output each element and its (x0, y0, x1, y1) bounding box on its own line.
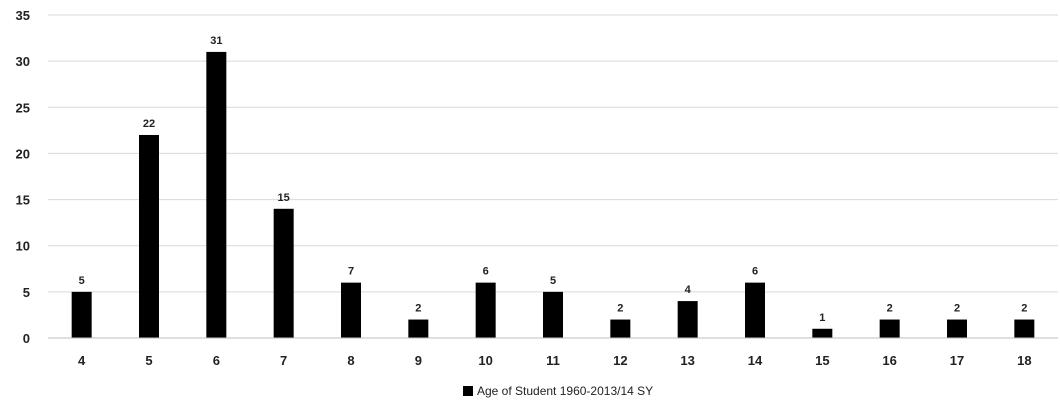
x-tick-label: 18 (1017, 353, 1031, 368)
data-label: 6 (752, 266, 758, 278)
data-label: 2 (887, 303, 893, 315)
x-tick-label: 14 (748, 353, 763, 368)
legend: Age of Student 1960-2013/14 SY (463, 384, 653, 398)
legend-swatch (463, 386, 473, 396)
data-label: 6 (483, 266, 489, 278)
y-tick-label: 35 (16, 8, 30, 23)
bar (273, 208, 294, 338)
data-label: 1 (819, 312, 825, 324)
x-tick-label: 12 (613, 353, 627, 368)
y-tick-label: 10 (16, 239, 30, 254)
bar (408, 319, 429, 338)
y-tick-label: 0 (23, 331, 30, 346)
x-tick-label: 4 (78, 353, 86, 368)
data-label: 31 (210, 35, 222, 47)
bar (745, 282, 765, 338)
y-tick-label: 20 (16, 146, 30, 161)
bar (947, 319, 967, 338)
x-tick-label: 7 (280, 353, 287, 368)
bar (71, 291, 92, 338)
x-tick-label: 15 (815, 353, 829, 368)
x-tick-label: 11 (546, 353, 560, 368)
bar (677, 301, 698, 338)
x-tick-label: 6 (213, 353, 220, 368)
bar (139, 134, 159, 338)
bar (475, 282, 496, 338)
data-label: 2 (954, 303, 960, 315)
data-label: 5 (79, 275, 85, 287)
data-label: 7 (348, 266, 354, 278)
data-label: 15 (278, 192, 290, 204)
bar (812, 328, 833, 338)
x-axis-ticks: 4 5 6 7 8 9 10 11 12 13 14 15 16 17 18 (78, 353, 1032, 368)
bar (341, 282, 361, 338)
y-axis-ticks: 0 5 10 15 20 25 30 35 (16, 8, 30, 346)
bar (543, 291, 563, 338)
data-label: 2 (617, 303, 623, 315)
data-label: 2 (415, 303, 421, 315)
y-tick-label: 25 (16, 100, 30, 115)
bar (206, 51, 227, 339)
bar (610, 319, 631, 338)
y-tick-label: 5 (23, 285, 30, 300)
x-tick-label: 16 (882, 353, 896, 368)
legend-label: Age of Student 1960-2013/14 SY (477, 384, 653, 398)
x-tick-label: 8 (347, 353, 354, 368)
y-tick-label: 30 (16, 54, 30, 69)
bars (71, 51, 1035, 339)
bar (1014, 319, 1035, 338)
data-label: 2 (1021, 303, 1027, 315)
y-tick-label: 15 (16, 193, 30, 208)
data-label: 22 (143, 118, 155, 130)
bar (879, 319, 900, 338)
grid-lines (48, 14, 1058, 293)
x-tick-label: 13 (680, 353, 694, 368)
x-tick-label: 10 (478, 353, 492, 368)
x-tick-label: 9 (415, 353, 422, 368)
x-tick-label: 17 (950, 353, 964, 368)
data-label: 4 (685, 284, 692, 296)
data-label: 5 (550, 275, 556, 287)
x-tick-label: 5 (145, 353, 152, 368)
